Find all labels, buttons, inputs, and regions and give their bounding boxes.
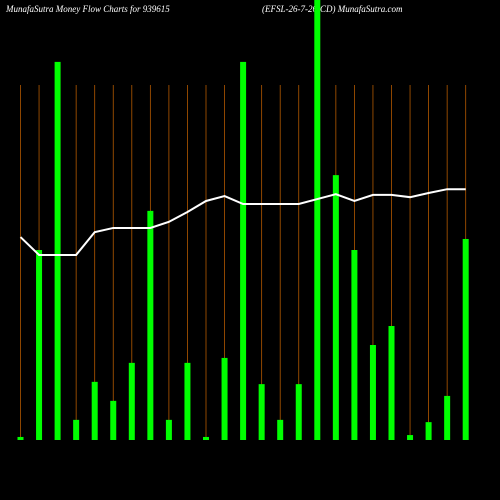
- bar: [184, 362, 191, 440]
- bar: [462, 238, 469, 440]
- bar: [203, 436, 209, 440]
- bar: [369, 345, 376, 440]
- bar: [110, 400, 117, 440]
- bar: [444, 395, 451, 440]
- bar: [73, 419, 80, 440]
- bar: [165, 419, 172, 440]
- bar: [128, 362, 135, 440]
- bar: [91, 381, 98, 440]
- bar: [258, 384, 265, 440]
- bar: [54, 61, 61, 441]
- chart-title: MunafaSutra Money Flow Charts for 939615: [5, 4, 170, 14]
- chart-subtitle: (EFSL-26-7-26-CD) MunafaSutra.com: [262, 4, 403, 14]
- bar: [147, 210, 154, 440]
- bar: [351, 250, 358, 440]
- bar: [221, 357, 228, 440]
- bar: [277, 419, 284, 440]
- bar: [425, 422, 432, 440]
- bar: [388, 326, 395, 440]
- bar: [36, 250, 43, 440]
- bar: [17, 436, 24, 440]
- bar: [407, 435, 414, 440]
- bar: [240, 61, 247, 441]
- bar: [314, 0, 321, 440]
- trend-line: [19, 188, 466, 256]
- bar: [332, 175, 339, 440]
- bar: [295, 384, 302, 440]
